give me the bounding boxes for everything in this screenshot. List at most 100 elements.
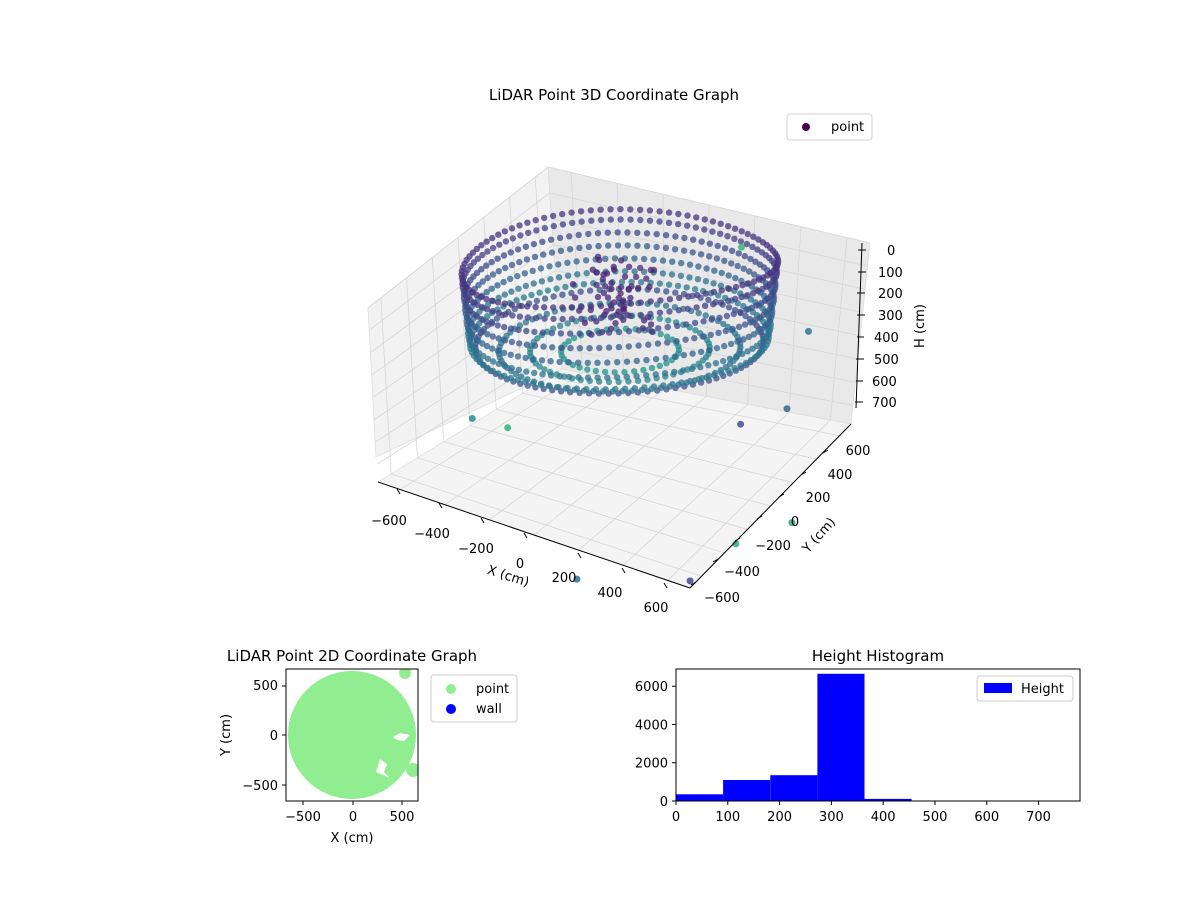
point	[523, 368, 530, 375]
point	[656, 362, 663, 369]
grid-line	[375, 321, 856, 443]
point	[537, 265, 545, 272]
point	[662, 354, 669, 362]
point	[559, 210, 566, 218]
point	[695, 376, 702, 383]
point	[745, 333, 753, 340]
point	[494, 299, 502, 306]
point	[755, 276, 763, 283]
point	[631, 368, 638, 375]
grid-line	[829, 237, 848, 421]
point	[713, 344, 721, 352]
point	[656, 280, 664, 287]
point	[564, 320, 571, 327]
x-tick-label-hist: 200	[767, 810, 792, 825]
point	[495, 335, 502, 342]
point	[621, 273, 629, 280]
point	[725, 272, 732, 279]
point	[566, 246, 574, 253]
point	[646, 207, 654, 214]
point	[697, 363, 704, 371]
point	[604, 374, 611, 381]
point	[684, 212, 691, 219]
point	[694, 276, 702, 283]
point	[705, 296, 712, 304]
z-tick-label: 500	[874, 353, 899, 368]
point	[559, 304, 566, 311]
point	[627, 216, 634, 223]
point	[532, 303, 539, 311]
point	[478, 266, 485, 273]
point	[677, 272, 685, 280]
point	[688, 365, 696, 372]
point	[564, 272, 572, 279]
point	[656, 315, 663, 322]
point-cloud-gap	[376, 759, 390, 778]
point	[681, 234, 688, 242]
point	[716, 314, 723, 321]
point	[643, 356, 650, 364]
point	[600, 289, 608, 297]
point	[702, 290, 709, 297]
grid-line	[469, 425, 771, 507]
point	[730, 310, 737, 318]
point	[721, 245, 729, 252]
point	[647, 310, 654, 318]
point	[488, 285, 495, 292]
point	[618, 278, 626, 286]
point	[559, 291, 566, 298]
point	[483, 238, 490, 245]
point	[627, 206, 634, 213]
histogram-bar	[864, 798, 912, 801]
point	[516, 222, 523, 229]
point	[483, 306, 491, 313]
point	[635, 284, 642, 292]
point	[501, 337, 509, 344]
point	[605, 242, 612, 249]
point	[731, 235, 738, 242]
point	[493, 315, 501, 322]
point	[548, 249, 556, 256]
point	[555, 274, 563, 281]
point	[654, 340, 662, 347]
point	[601, 368, 609, 376]
point	[541, 304, 548, 311]
y-tick-label-hist: 2000	[635, 757, 668, 772]
scatter-2d-points	[288, 669, 418, 799]
point	[557, 330, 565, 337]
y-axis-label-2d: Y (cm)	[219, 714, 234, 757]
point	[547, 372, 555, 379]
point	[725, 297, 732, 304]
point	[739, 282, 746, 289]
point	[674, 282, 682, 290]
point	[571, 334, 578, 342]
point	[596, 256, 603, 264]
point	[532, 314, 540, 322]
point	[645, 326, 652, 333]
point	[738, 293, 745, 301]
point	[725, 285, 733, 292]
point	[734, 338, 741, 345]
point	[665, 281, 673, 288]
point	[604, 229, 611, 236]
point	[516, 302, 523, 309]
point-cloud-blob	[406, 763, 418, 777]
y-ticks-hist: 0 2000 4000 6000	[635, 680, 676, 810]
point	[483, 295, 490, 303]
x-tick-label-2d: 0	[349, 810, 357, 825]
point	[710, 301, 717, 308]
point	[594, 293, 602, 301]
z-axis-label: H (cm)	[913, 304, 928, 348]
point	[578, 303, 585, 311]
point	[500, 252, 508, 259]
point	[633, 357, 640, 365]
point	[750, 331, 757, 338]
point	[597, 302, 605, 310]
histogram-bar	[676, 794, 724, 801]
point	[742, 359, 750, 367]
x-ticks: −600 −400 −200 0 200 400 600	[371, 488, 668, 616]
point	[603, 270, 611, 277]
point	[684, 222, 691, 229]
point	[728, 260, 735, 267]
